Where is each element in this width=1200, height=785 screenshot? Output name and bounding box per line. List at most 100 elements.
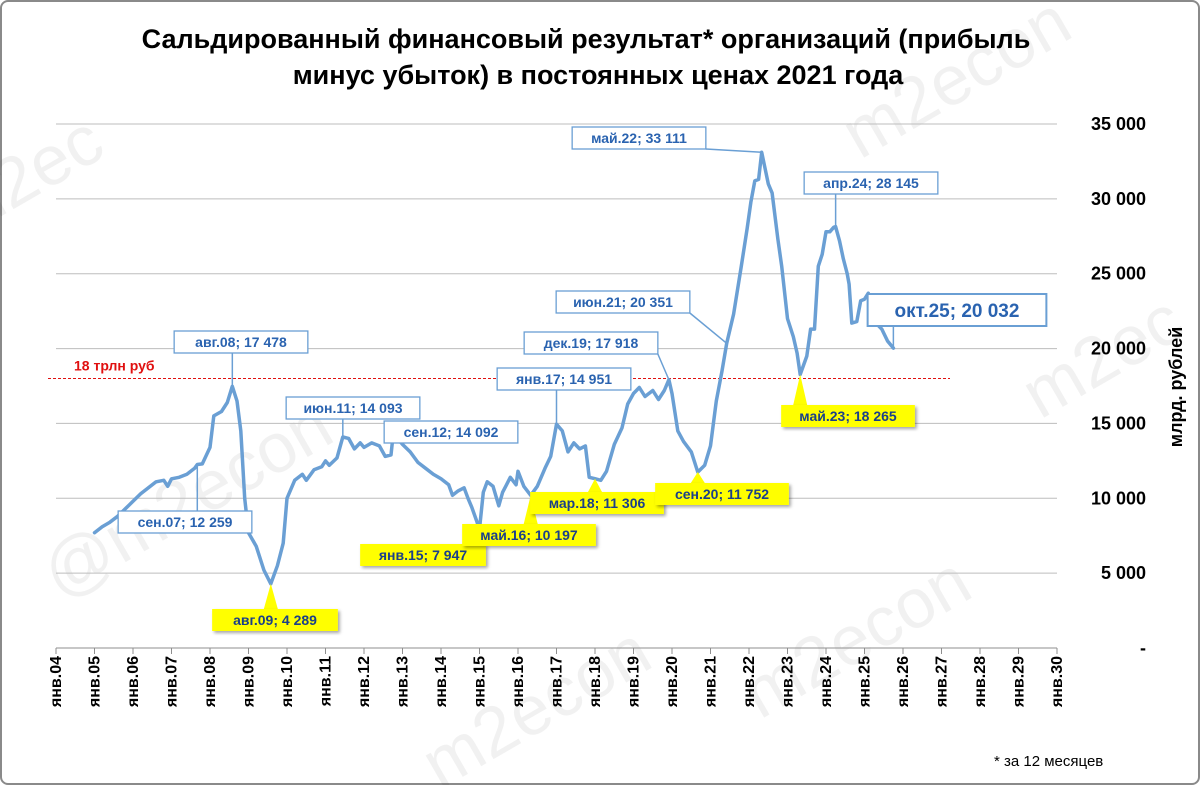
x-tick-label: янв.08 (202, 656, 219, 708)
annotation-callout: апр.24; 28 145 (803, 171, 939, 227)
annotation-label: янв.15; 7 947 (379, 547, 467, 563)
annotation-box (555, 290, 691, 314)
annotation-label: сен.07; 12 259 (138, 514, 233, 530)
annotation-leader-line (705, 148, 762, 154)
annotation-callout: янв.17; 14 951 (496, 367, 632, 425)
footnote: * за 12 месяцев (994, 753, 1103, 770)
x-tick-label: янв.30 (1049, 656, 1066, 708)
annotation-label: янв.17; 14 951 (516, 371, 612, 387)
y-tick-label: 20 000 (1091, 339, 1146, 359)
annotation-pointer (793, 374, 808, 405)
annotation-box (173, 330, 309, 354)
annotation-box (462, 524, 596, 546)
x-tick-label: янв.17 (549, 656, 566, 708)
x-tick-label: янв.07 (164, 656, 181, 708)
x-tick-label: янв.13 (395, 656, 412, 708)
annotation-box (383, 420, 519, 444)
x-tick-label: янв.10 (279, 656, 296, 708)
annotation-label: авг.08; 17 478 (195, 334, 287, 350)
annotation-callout: май.23; 18 265 (781, 374, 915, 427)
annotation-box (360, 544, 486, 566)
x-tick-label: янв.22 (741, 656, 758, 708)
annotation-box (496, 367, 632, 391)
x-tick-label: янв.12 (356, 656, 373, 708)
x-tick-label: янв.20 (664, 656, 681, 708)
annotation-callout: сен.12; 14 092 (383, 420, 519, 444)
series-path (92, 150, 896, 586)
x-tick-label: янв.14 (433, 656, 450, 708)
annotation-callout: авг.08; 17 478 (173, 330, 309, 387)
x-tick-label: янв.16 (510, 656, 527, 708)
annotation-callout: июн.11; 14 093 (285, 396, 421, 438)
x-tick-label: янв.04 (48, 656, 65, 708)
annotation-leader-line (657, 353, 670, 381)
x-tick-label: янв.21 (703, 656, 720, 708)
annotation-label: апр.24; 28 145 (823, 175, 919, 191)
annotation-box (781, 405, 915, 427)
y-tick-label: - (1140, 638, 1146, 658)
annotation-label: дек.19; 17 918 (544, 335, 639, 351)
y-axis-label: млрд. рублей (1166, 327, 1186, 447)
y-tick-label: 15 000 (1091, 413, 1146, 433)
annotation-callout: июн.21; 20 351 (555, 290, 728, 344)
annotation-label: июн.21; 20 351 (573, 294, 673, 310)
annotation-leader-line (689, 312, 728, 344)
annotation-box (523, 331, 659, 355)
annotation-label: сен.20; 11 752 (675, 486, 769, 502)
x-tick-label: янв.18 (587, 656, 604, 708)
annotation-label: май.22; 33 111 (591, 130, 687, 146)
annotation-label: июн.11; 14 093 (303, 400, 402, 416)
x-axis-ticks: янв.04 янв.05 янв.06 янв.07 янв.08 янв.09 янв.… (48, 647, 1066, 708)
annotation-label: окт.25; 20 032 (895, 301, 1020, 322)
y-axis-ticks: - 5 000 10 000 15 000 20 000 25 000 30 000 35 0… (1091, 114, 1146, 658)
annotation-box (285, 396, 421, 420)
annotation-label: сен.12; 14 092 (404, 424, 499, 440)
annotation-label: мар.18; 11 306 (549, 495, 646, 511)
y-tick-label: 30 000 (1091, 189, 1146, 209)
x-tick-label: янв.15 (472, 656, 489, 708)
x-tick-label: янв.24 (818, 656, 835, 708)
x-tick-label: янв.27 (934, 656, 951, 708)
x-tick-label: янв.11 (318, 656, 335, 707)
x-tick-label: янв.19 (626, 656, 643, 708)
annotation-callout: дек.19; 17 918 (523, 331, 670, 381)
x-tick-label: янв.26 (895, 656, 912, 708)
y-tick-label: 25 000 (1091, 264, 1146, 284)
y-tick-label: 10 000 (1091, 488, 1146, 508)
annotation-callout: сен.07; 12 259 (117, 464, 253, 534)
annotation-box (571, 126, 707, 150)
annotation-callout: авг.09; 4 289 (212, 583, 338, 631)
svg-text:m2ec: m2ec (0, 100, 116, 253)
annotation-pointer (263, 583, 278, 609)
x-tick-label: янв.29 (1011, 656, 1028, 708)
annotations: сен.07; 12 259 авг.08; 17 478 авг.09; 4 28… (117, 126, 1048, 631)
annotation-callout: май.22; 33 111 (571, 126, 762, 154)
x-tick-label: янв.06 (125, 656, 142, 708)
annotation-box (117, 510, 253, 534)
chart-title-line-1: Сальдированный финансовый результат* орг… (142, 24, 1031, 54)
x-tick-label: янв.05 (87, 656, 104, 708)
annotation-pointer (588, 478, 602, 492)
y-tick-label: 5 000 (1101, 563, 1146, 583)
annotation-box (803, 171, 939, 195)
annotation-box (530, 492, 664, 514)
series-line (92, 150, 896, 586)
annotation-label: авг.09; 4 289 (233, 612, 317, 628)
chart-title-line-2: минус убыток) в постоянных ценах 2021 го… (293, 60, 905, 90)
reference-line-label: 18 трлн руб (74, 358, 155, 374)
annotation-label: май.23; 18 265 (799, 408, 897, 424)
annotation-label: май.16; 10 197 (480, 527, 578, 543)
x-tick-label: янв.25 (857, 656, 874, 708)
annotation-box (655, 483, 789, 505)
annotation-callout: мар.18; 11 306 (530, 478, 664, 514)
y-tick-label: 35 000 (1091, 114, 1146, 134)
x-tick-label: янв.09 (241, 656, 258, 708)
annotation-callout: сен.20; 11 752 (655, 472, 789, 505)
x-tick-label: янв.23 (780, 656, 797, 708)
annotation-box (212, 609, 338, 631)
annotation-box (866, 293, 1048, 327)
x-tick-label: янв.28 (972, 656, 989, 708)
annotation-callout: окт.25; 20 032 (866, 293, 1048, 349)
annotation-pointer (690, 472, 705, 483)
